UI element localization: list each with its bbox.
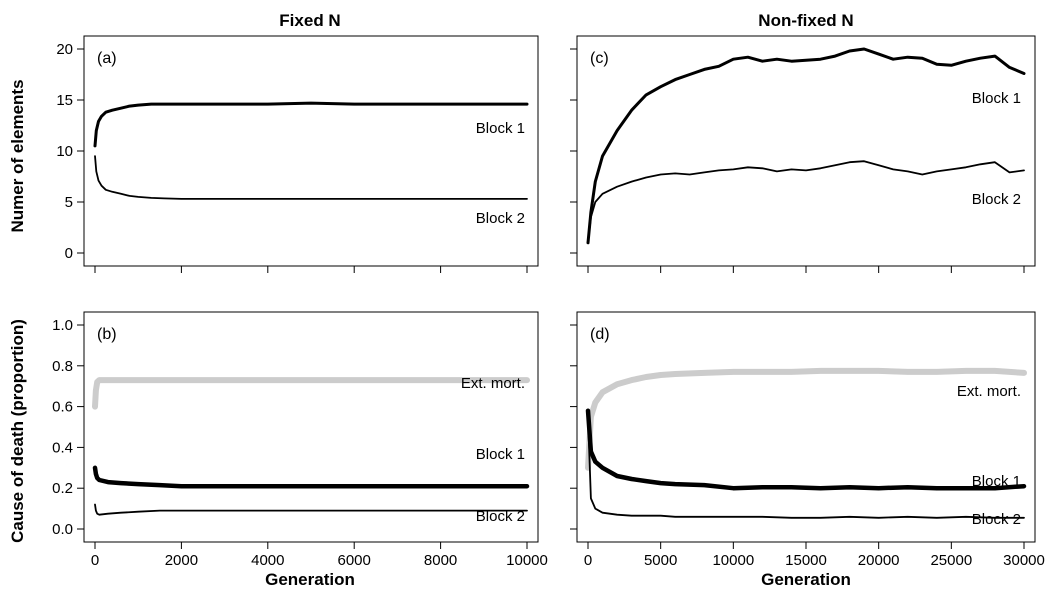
- series-line-block-2: [94, 155, 528, 200]
- series-label-block-2: Block 2: [972, 191, 1021, 208]
- series-label-block-2: Block 2: [476, 508, 525, 525]
- series-label-block-1: Block 1: [476, 446, 525, 463]
- x-tick-label: 8000: [424, 552, 457, 569]
- x-tick-label: 0: [91, 552, 99, 569]
- x-tick-label: 6000: [338, 552, 371, 569]
- y-tick-label: 20: [56, 41, 73, 58]
- y-tick-label: 10: [56, 143, 73, 160]
- x-tick-label: 0: [584, 552, 592, 569]
- x-tick-label: 2000: [165, 552, 198, 569]
- row-ylabel-cause-of-death: Cause of death (proportion): [8, 319, 27, 543]
- plot-frame: [576, 311, 1036, 543]
- x-tick-label: 10000: [712, 552, 754, 569]
- series-line-block-2: [587, 160, 1025, 244]
- series-line-ext-mort: [92, 377, 530, 410]
- series-line-block-2: [94, 503, 528, 516]
- series-line-block-1: [93, 101, 529, 148]
- xlabel-right: Generation: [761, 570, 851, 589]
- series-label-ext-mort: Ext. mort.: [461, 375, 525, 392]
- y-tick-label: 1.0: [52, 317, 73, 334]
- y-tick-label: 0.0: [52, 521, 73, 538]
- plot-frame: [83, 35, 539, 267]
- series-label-block-1: Block 1: [972, 90, 1021, 107]
- panel-c: (c) Block 1 Block 2: [570, 35, 1036, 273]
- series-label-block-1: Block 1: [476, 120, 525, 137]
- series-label-ext-mort: Ext. mort.: [957, 383, 1021, 400]
- xlabel-left: Generation: [265, 570, 355, 589]
- series-line-block-1: [586, 47, 1026, 245]
- series-line-block-1: [92, 465, 530, 489]
- panel-label: (d): [590, 326, 610, 343]
- panel-label: (b): [97, 326, 117, 343]
- x-tick-label: 4000: [251, 552, 284, 569]
- x-tick-label: 20000: [858, 552, 900, 569]
- y-tick-label: 0.6: [52, 399, 73, 416]
- panel-a: 0 5 10 15 20 (a) Block 1 Block 2: [56, 35, 539, 273]
- y-tick-label: 0.2: [52, 480, 73, 497]
- panel-d: 0 5000 10000 15000 20000 25000 30000 (d) Ext. mo…: [570, 311, 1045, 569]
- column-title-non-fixed-n: Non-fixed N: [758, 11, 853, 30]
- x-tick-label: 10000: [506, 552, 548, 569]
- series-label-block-2: Block 2: [972, 511, 1021, 528]
- series-line-block-2: [587, 415, 1025, 519]
- series-label-block-1: Block 1: [972, 473, 1021, 490]
- y-tick-label: 15: [56, 92, 73, 109]
- x-tick-label: 5000: [644, 552, 677, 569]
- x-tick-label: 15000: [785, 552, 827, 569]
- panel-label: (a): [97, 50, 117, 67]
- series-line-block-1: [585, 408, 1027, 491]
- x-tick-label: 30000: [1003, 552, 1045, 569]
- column-title-fixed-n: Fixed N: [279, 11, 340, 30]
- y-tick-label: 0.4: [52, 439, 73, 456]
- plot-frame: [83, 311, 539, 543]
- panels: 0 5 10 15 20 (a) Block 1 Block 2 0.0 0.2 0.4 0.6 0.8…: [52, 35, 1045, 569]
- panel-label: (c): [590, 50, 609, 67]
- series-line-ext-mort: [585, 367, 1027, 471]
- plot-frame: [576, 35, 1036, 267]
- y-tick-label: 0.8: [52, 358, 73, 375]
- row-ylabel-elements: Numer of elements: [8, 79, 27, 232]
- y-tick-label: 5: [65, 194, 73, 211]
- y-tick-label: 0: [65, 245, 73, 262]
- panel-b: 0.0 0.2 0.4 0.6 0.8 1.0 0 2000 4000 6000 8000 10000…: [52, 311, 548, 569]
- x-tick-label: 25000: [930, 552, 972, 569]
- series-label-block-2: Block 2: [476, 210, 525, 227]
